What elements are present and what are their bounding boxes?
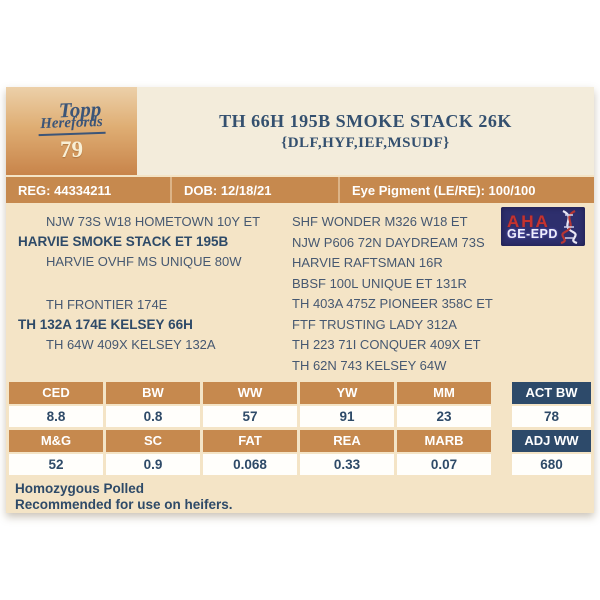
sale-catalog-card: Topp Herefords 79 TH 66H 195B SMOKE STAC… [6, 87, 594, 513]
aha-ge-epd-text: AHA GE-EPD [507, 213, 558, 241]
epd-header-yw: YW [300, 382, 394, 404]
epd-header-row-1: CED BW WW YW MM ACT BW [9, 382, 591, 404]
epd-header-bw: BW [106, 382, 200, 404]
epd-value-rea: 0.33 [300, 454, 394, 475]
pedigree-spacer [16, 272, 292, 295]
epd-header-marb: MARB [397, 430, 491, 452]
epd-header-ced: CED [9, 382, 103, 404]
epd-value-yw: 91 [300, 406, 394, 427]
brand-logo: Topp Herefords [38, 97, 106, 136]
epd-value-ced: 8.8 [9, 406, 103, 427]
brand-name-bottom: Herefords [38, 114, 106, 136]
footnotes: Homozygous Polled Recommended for use on… [6, 478, 594, 513]
epd-header-act-bw: ACT BW [512, 382, 591, 404]
lot-number: 79 [60, 137, 83, 163]
ancestor-row: SHF WONDER M326 W18 ET [292, 214, 468, 229]
dam-name: TH 132A 174E KELSEY 66H [18, 317, 193, 332]
genetic-codes-subtitle: {DLF,HYF,IEF,MSUDF} [281, 134, 450, 151]
pedigree-section: NJW 73S W18 HOMETOWN 10Y ET HARVIE SMOKE… [6, 203, 594, 380]
pedigree-parents-column: NJW 73S W18 HOMETOWN 10Y ET HARVIE SMOKE… [16, 212, 292, 380]
epd-value-bw: 0.8 [106, 406, 200, 427]
card-header: Topp Herefords 79 TH 66H 195B SMOKE STAC… [6, 87, 594, 175]
epd-value-ww: 57 [203, 406, 297, 427]
lot-box: Topp Herefords 79 [6, 87, 137, 175]
sire-of-sire: NJW 73S W18 HOMETOWN 10Y ET [46, 214, 261, 229]
dam-of-dam: TH 64W 409X KELSEY 132A [46, 337, 216, 352]
epd-header-ww: WW [203, 382, 297, 404]
epd-header-adj-ww: ADJ WW [512, 430, 591, 452]
ancestor-row: HARVIE RAFTSMAN 16R [292, 255, 443, 270]
epd-header-mg: M&G [9, 430, 103, 452]
epd-value-row-1: 8.8 0.8 57 91 23 78 [9, 406, 591, 427]
epd-value-mg: 52 [9, 454, 103, 475]
aha-ge-epd-badge: AHA GE-EPD [501, 207, 585, 246]
animal-name-title: TH 66H 195B SMOKE STACK 26K [219, 110, 512, 131]
sire-of-dam: TH FRONTIER 174E [46, 297, 168, 312]
epd-value-adj-ww: 680 [512, 454, 591, 475]
ge-epd-label: GE-EPD [507, 226, 558, 241]
date-of-birth: DOB: 12/18/21 [170, 177, 338, 203]
epd-table: CED BW WW YW MM ACT BW 8.8 0.8 57 91 23 [6, 380, 594, 478]
epd-value-fat: 0.068 [203, 454, 297, 475]
pedigree-ancestors-column: SHF WONDER M326 W18 ET NJW P606 72N DAYD… [292, 212, 594, 380]
aha-label: AHA [507, 211, 550, 231]
epd-header-mm: MM [397, 382, 491, 404]
epd-header-sc: SC [106, 430, 200, 452]
ancestor-row: TH 62N 743 KELSEY 64W [292, 357, 447, 373]
epd-value-marb: 0.07 [397, 454, 491, 475]
footnote-heifers: Recommended for use on heifers. [15, 497, 233, 512]
dam-of-sire: HARVIE OVHF MS UNIQUE 80W [46, 254, 242, 269]
eye-pigment: Eye Pigment (LE/RE): 100/100 [338, 177, 594, 203]
footnote-polled: Homozygous Polled [15, 481, 145, 496]
epd-header-rea: REA [300, 430, 394, 452]
sire-name: HARVIE SMOKE STACK ET 195B [18, 234, 229, 249]
epd-header-fat: FAT [203, 430, 297, 452]
title-box: TH 66H 195B SMOKE STACK 26K {DLF,HYF,IEF… [137, 87, 594, 175]
epd-value-mm: 23 [397, 406, 491, 427]
epd-value-sc: 0.9 [106, 454, 200, 475]
ancestor-row: TH 223 71I CONQUER 409X ET [292, 337, 481, 352]
ancestor-row: FTF TRUSTING LADY 312A [292, 316, 457, 332]
epd-value-row-2: 52 0.9 0.068 0.33 0.07 680 [9, 454, 591, 475]
ancestor-row: BBSF 100L UNIQUE ET 131R [292, 275, 467, 291]
epd-value-act-bw: 78 [512, 406, 591, 427]
ancestor-row: NJW P606 72N DAYDREAM 73S [292, 234, 485, 250]
epd-header-row-2: M&G SC FAT REA MARB ADJ WW [9, 430, 591, 452]
ancestor-row: TH 403A 475Z PIONEER 358C ET [292, 296, 493, 311]
dna-helix-icon [560, 210, 578, 244]
info-bar: REG: 44334211 DOB: 12/18/21 Eye Pigment … [6, 177, 594, 203]
registration-number: REG: 44334211 [18, 182, 112, 198]
